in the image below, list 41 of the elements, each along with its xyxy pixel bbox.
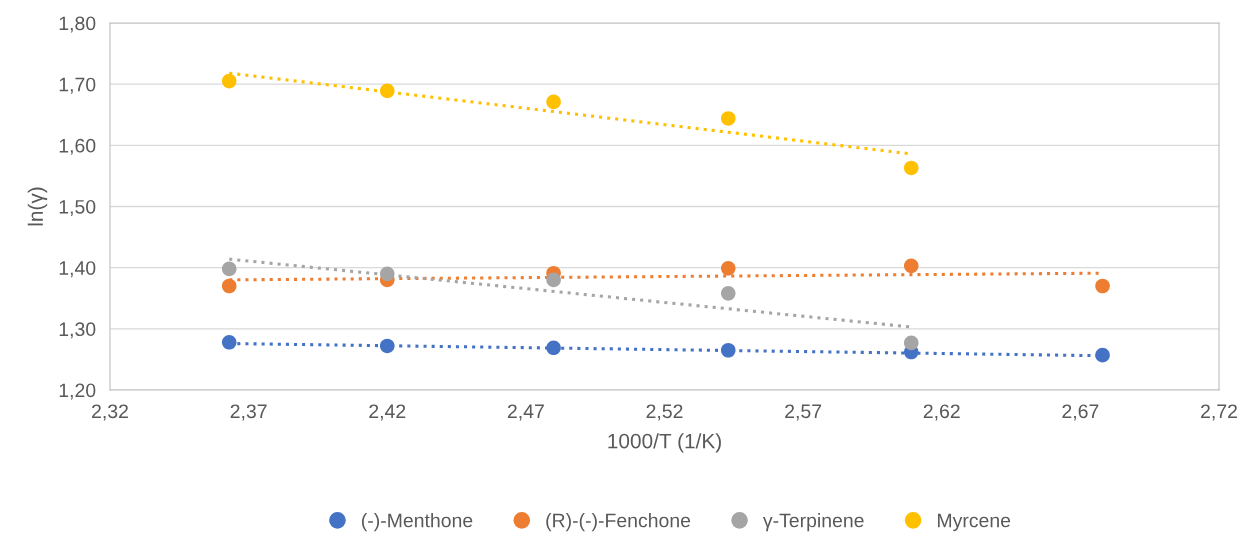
legend-label: γ-Terpinene bbox=[762, 513, 864, 532]
point bbox=[1095, 278, 1110, 294]
point bbox=[720, 260, 736, 276]
y-tick-label: 1,70 bbox=[59, 77, 96, 94]
point bbox=[221, 73, 237, 89]
x-tick-label: 2,72 bbox=[1201, 404, 1237, 421]
x-tick-label: 2,57 bbox=[785, 404, 822, 421]
point bbox=[221, 261, 237, 277]
y-tick-label: 1,60 bbox=[59, 138, 96, 155]
legend-label: (-)-Menthone bbox=[362, 513, 473, 532]
point bbox=[546, 94, 561, 110]
legend-label: (R)-(-)-Fenchone bbox=[546, 513, 691, 532]
point bbox=[1095, 347, 1110, 363]
point bbox=[379, 266, 395, 282]
x-tick-label: 2,67 bbox=[1062, 404, 1099, 421]
legend-label: Myrcene bbox=[938, 513, 1011, 532]
point bbox=[903, 160, 919, 176]
point bbox=[221, 335, 237, 350]
x-tick-label: 2,37 bbox=[230, 404, 267, 421]
x-tick-label: 2,32 bbox=[92, 404, 128, 421]
x-tick-label: 2,42 bbox=[369, 404, 406, 421]
point bbox=[903, 258, 919, 274]
point bbox=[720, 286, 736, 301]
point bbox=[720, 342, 736, 358]
x-tick-label: 2,62 bbox=[923, 404, 960, 421]
point bbox=[379, 83, 395, 99]
y-tick-label: 1,30 bbox=[59, 322, 96, 339]
point bbox=[379, 338, 395, 354]
y-tick-label: 1,80 bbox=[59, 16, 96, 33]
x-axis-title: 1000/T (1/K) bbox=[608, 433, 721, 453]
x-tick-label: 2,52 bbox=[646, 404, 683, 421]
point bbox=[720, 111, 736, 126]
y-axis-title: ln(γ) bbox=[27, 187, 48, 226]
y-tick-label: 1,20 bbox=[59, 383, 96, 400]
point bbox=[903, 335, 919, 351]
y-tick-label: 1,40 bbox=[59, 261, 96, 278]
point bbox=[546, 340, 561, 356]
point bbox=[221, 278, 237, 294]
point bbox=[546, 272, 561, 288]
x-tick-label: 2,47 bbox=[507, 404, 544, 421]
y-tick-label: 1,50 bbox=[59, 199, 96, 217]
